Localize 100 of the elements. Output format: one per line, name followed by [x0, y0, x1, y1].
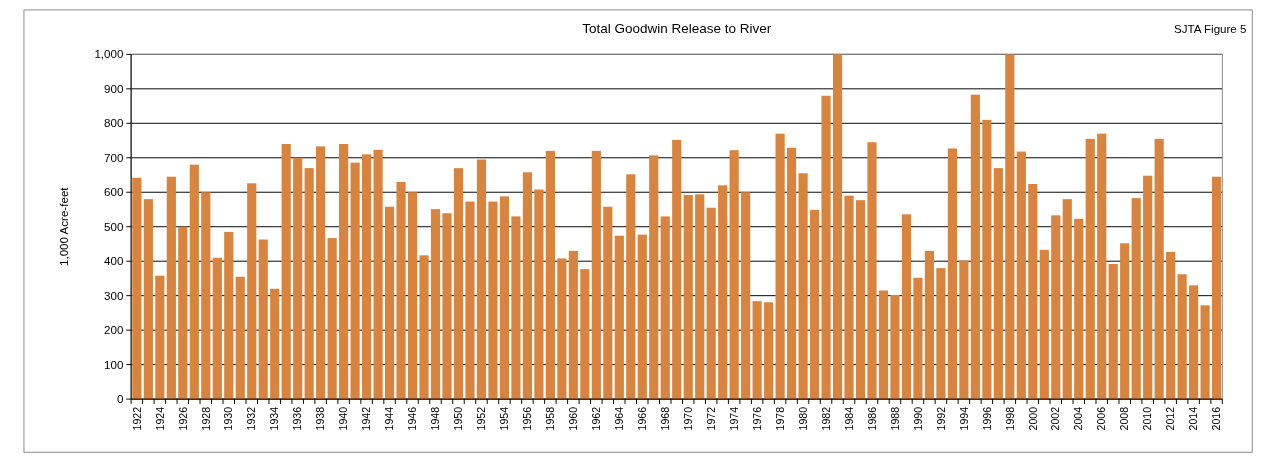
bar — [316, 146, 326, 400]
bar — [924, 250, 935, 400]
bar — [993, 168, 1003, 400]
bar — [706, 207, 716, 400]
bar — [1131, 198, 1141, 400]
bar — [718, 185, 728, 400]
x-tick-label: 1970 — [681, 406, 694, 431]
x-tick-label: 2012 — [1164, 406, 1177, 431]
bar — [189, 164, 199, 400]
bar — [350, 162, 360, 400]
bar — [1097, 133, 1107, 400]
x-tick-label: 1946 — [406, 406, 419, 431]
bar — [247, 183, 257, 400]
bar — [212, 257, 222, 400]
bar — [959, 260, 969, 400]
bar — [224, 231, 234, 400]
x-tick-label: 1922 — [130, 406, 143, 431]
x-tick-label: 2000 — [1026, 406, 1039, 431]
x-tick-label: 1988 — [888, 406, 901, 431]
x-tick-label: 2002 — [1049, 406, 1062, 431]
x-tick-label: 2004 — [1072, 406, 1085, 431]
x-tick-label: 1994 — [957, 406, 970, 431]
bar — [901, 214, 912, 400]
x-tick-label: 1932 — [245, 406, 258, 431]
x-tick-label: 1928 — [199, 406, 212, 431]
x-tick-label: 1984 — [842, 406, 855, 431]
bar — [453, 168, 464, 400]
bar — [970, 94, 980, 400]
bar — [1074, 218, 1084, 400]
x-tick-label: 1936 — [291, 406, 304, 431]
bar — [522, 172, 532, 400]
x-tick-label: 1958 — [544, 406, 557, 431]
x-tick-label: 1998 — [1003, 406, 1016, 431]
bar — [373, 149, 383, 400]
bar — [821, 95, 831, 400]
x-tick-label: 1938 — [314, 406, 327, 431]
y-tick-label: 800 — [104, 117, 124, 130]
bar — [339, 143, 349, 400]
x-tick-label: 1944 — [383, 406, 396, 431]
bar — [591, 150, 601, 400]
y-axis-title: 1,000 Acre-feet — [58, 186, 71, 266]
bar — [614, 235, 624, 400]
x-tick-label: 1954 — [498, 406, 511, 431]
text: SJTA Figure 5 — [1173, 23, 1247, 36]
bar — [1211, 176, 1222, 400]
bar — [396, 181, 406, 400]
bar — [752, 301, 762, 400]
y-tick-label: 400 — [104, 255, 124, 268]
bar — [235, 276, 245, 400]
bar — [1200, 305, 1210, 400]
y-tick-label: 100 — [104, 358, 124, 371]
x-tick-label: 1966 — [635, 406, 648, 431]
bar — [936, 268, 946, 400]
x-tick-label: 1942 — [360, 406, 373, 431]
x-tick-label: 2014 — [1187, 406, 1200, 431]
bar — [787, 147, 797, 400]
bar — [660, 216, 670, 400]
x-tick-label: 1964 — [613, 406, 626, 431]
x-tick-label: 1956 — [521, 406, 534, 431]
x-tick-label: 1976 — [750, 406, 763, 431]
bar — [580, 269, 590, 400]
x-tick-label: 1948 — [429, 406, 442, 431]
bar — [729, 150, 739, 400]
bar — [1016, 151, 1026, 400]
bar — [442, 213, 452, 400]
bar — [913, 277, 923, 400]
bar — [890, 294, 900, 400]
bar — [867, 142, 877, 400]
bar — [281, 143, 291, 400]
bar — [798, 173, 808, 400]
x-tick-label: 1926 — [176, 406, 189, 431]
bar — [832, 54, 843, 400]
bar — [327, 238, 337, 400]
bar — [626, 174, 636, 400]
bar — [844, 195, 854, 400]
bar — [1120, 243, 1130, 400]
y-tick-label: 600 — [104, 186, 124, 199]
y-tick-label: 200 — [104, 324, 124, 337]
bar — [878, 290, 889, 400]
bar — [407, 192, 418, 400]
bar — [511, 216, 521, 400]
bar — [132, 177, 142, 400]
bar — [1166, 251, 1176, 400]
bar — [258, 239, 268, 400]
bar — [304, 168, 314, 400]
bar — [419, 255, 429, 400]
x-tick-label: 1996 — [980, 406, 993, 431]
x-tick-label: 1980 — [796, 406, 809, 431]
bar — [143, 199, 153, 400]
x-tick-label: 1968 — [658, 406, 671, 431]
chart-title: Total Goodwin Release to River — [582, 21, 772, 37]
bar — [1005, 54, 1015, 400]
bar — [1028, 183, 1038, 400]
x-tick-label: 2016 — [1210, 406, 1223, 431]
bar — [1154, 138, 1164, 400]
bar — [201, 192, 211, 400]
bar — [1062, 199, 1072, 400]
bar — [568, 250, 578, 400]
bar — [155, 275, 165, 400]
bar — [293, 157, 303, 400]
